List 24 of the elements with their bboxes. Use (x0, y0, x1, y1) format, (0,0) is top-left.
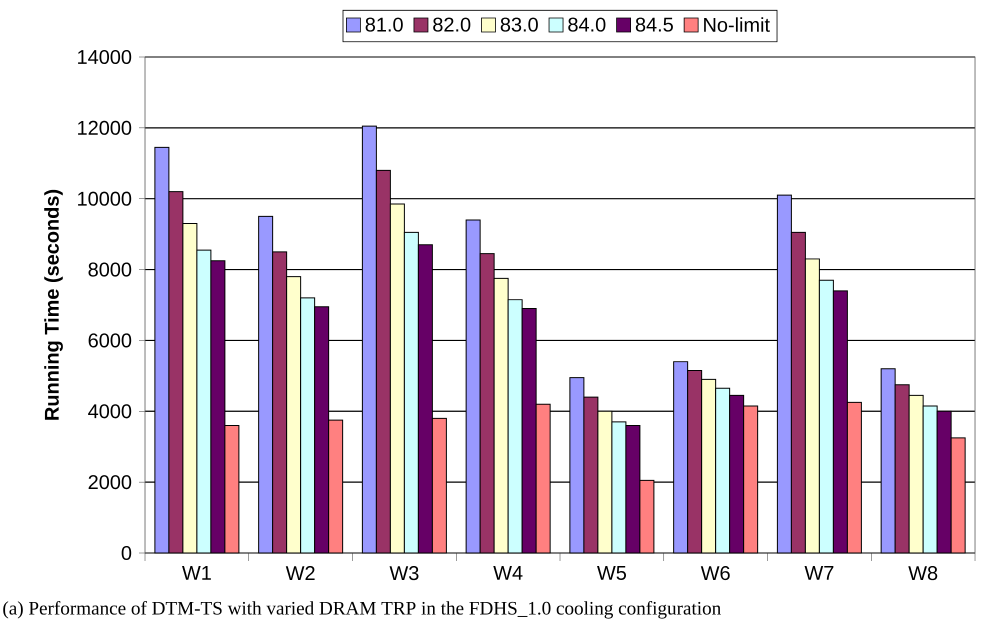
y-tick-label: 10000 (78, 192, 132, 206)
legend-label: 84.5 (636, 18, 673, 32)
x-tick-label: W2 (286, 566, 315, 580)
legend-label: 82.0 (433, 18, 470, 32)
legend-label: 83.0 (500, 18, 538, 32)
legend-label: No-limit (704, 17, 770, 32)
y-tick-label: 0 (122, 546, 132, 560)
x-tick-label: W4 (493, 566, 523, 580)
x-tick-label: W3 (390, 566, 418, 580)
y-tick-label: 4000 (88, 404, 132, 418)
y-tick-label: 12000 (78, 120, 132, 135)
legend-label: 84.0 (568, 18, 606, 32)
text: (a) Performance of DTM-TS with varied DRAM TRP in the FDHS_1.0 cooling configuration (3, 601, 721, 619)
y-tick-label: 8000 (88, 262, 132, 277)
legend-label: 81.0 (366, 18, 403, 32)
x-tick-label: W1 (182, 566, 211, 580)
x-tick-label: W5 (597, 566, 626, 580)
y-axis-title: Running Time (seconds) (44, 190, 63, 420)
x-tick-label: W8 (908, 566, 938, 580)
y-tick-label: 6000 (88, 333, 132, 348)
y-tick-label: 14000 (78, 50, 132, 64)
y-tick-label: 2000 (88, 475, 132, 490)
x-tick-label: W7 (804, 566, 834, 580)
x-tick-label: W6 (700, 566, 730, 580)
